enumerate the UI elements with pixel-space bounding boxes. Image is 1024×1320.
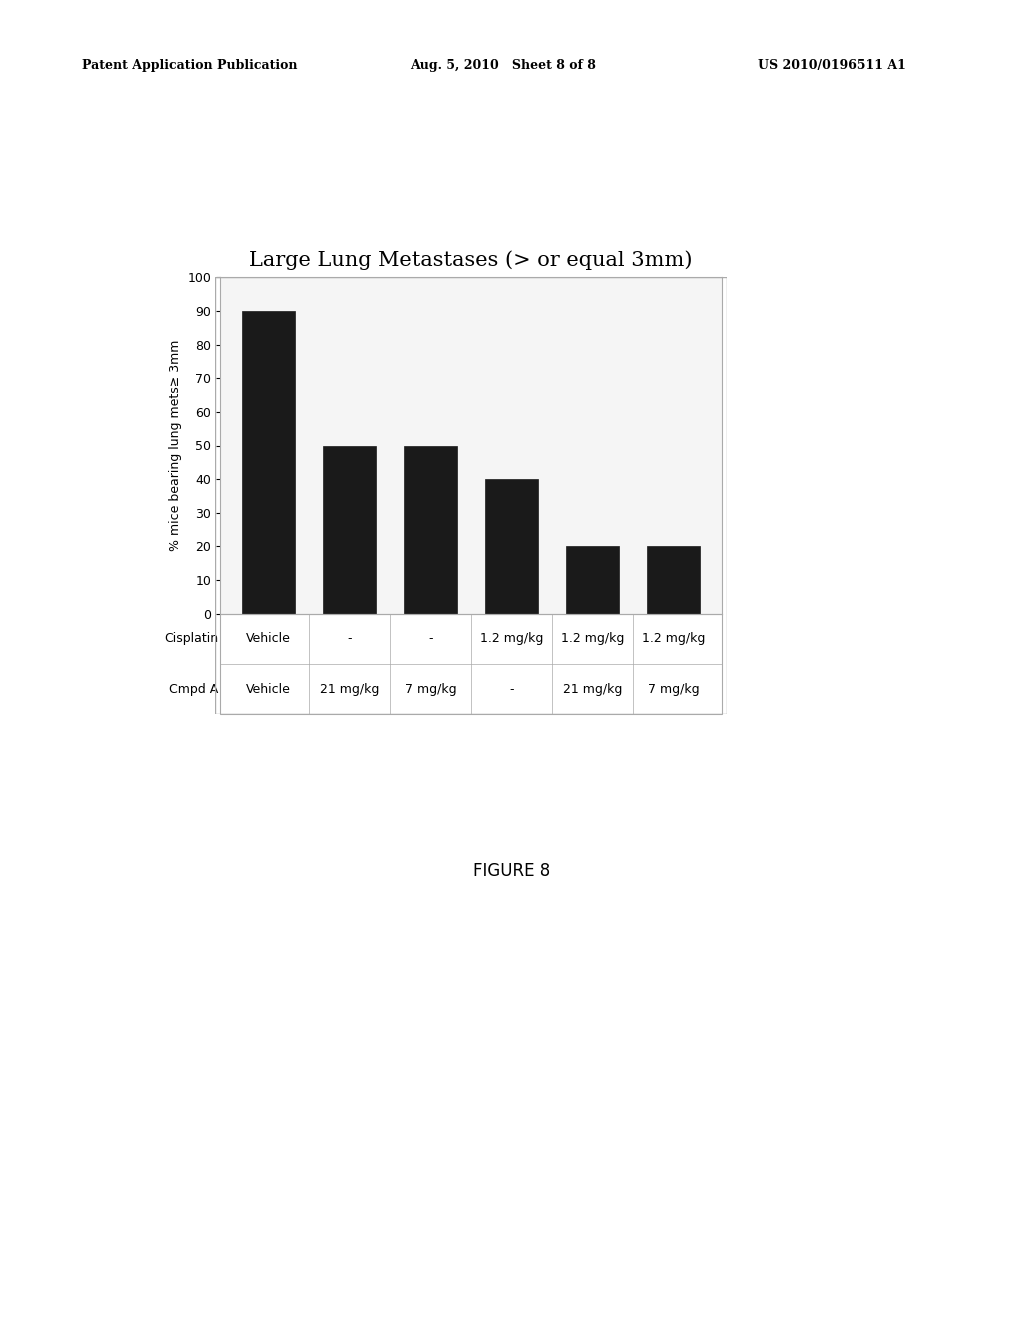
Text: 1.2 mg/kg: 1.2 mg/kg — [561, 632, 624, 645]
Text: -: - — [347, 632, 352, 645]
Text: -: - — [428, 632, 433, 645]
Text: 7 mg/kg: 7 mg/kg — [404, 682, 457, 696]
Text: Patent Application Publication: Patent Application Publication — [82, 59, 297, 73]
Text: Vehicle: Vehicle — [247, 682, 291, 696]
Bar — [566, 546, 618, 614]
Text: Cmpd A: Cmpd A — [169, 682, 218, 696]
Text: Vehicle: Vehicle — [247, 632, 291, 645]
Text: 7 mg/kg: 7 mg/kg — [647, 682, 699, 696]
Text: 21 mg/kg: 21 mg/kg — [563, 682, 623, 696]
Text: 1.2 mg/kg: 1.2 mg/kg — [642, 632, 706, 645]
Text: 1.2 mg/kg: 1.2 mg/kg — [480, 632, 543, 645]
Text: 21 mg/kg: 21 mg/kg — [319, 682, 379, 696]
Bar — [485, 479, 538, 614]
Bar — [647, 546, 699, 614]
Text: US 2010/0196511 A1: US 2010/0196511 A1 — [758, 59, 905, 73]
Text: -: - — [509, 682, 514, 696]
Text: Aug. 5, 2010   Sheet 8 of 8: Aug. 5, 2010 Sheet 8 of 8 — [410, 59, 596, 73]
Text: FIGURE 8: FIGURE 8 — [473, 862, 551, 880]
Bar — [404, 446, 457, 614]
Bar — [243, 312, 295, 614]
Y-axis label: % mice bearing lung mets≥ 3mm: % mice bearing lung mets≥ 3mm — [169, 339, 181, 552]
Text: Cisplatin: Cisplatin — [165, 632, 218, 645]
Title: Large Lung Metastases (> or equal 3mm): Large Lung Metastases (> or equal 3mm) — [249, 251, 693, 271]
Bar — [324, 446, 376, 614]
